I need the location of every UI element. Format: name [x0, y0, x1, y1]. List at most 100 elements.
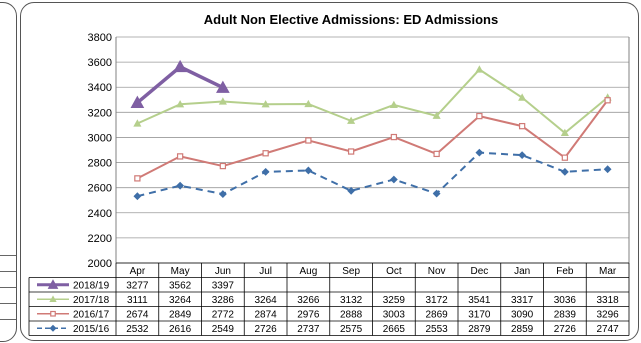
- legend-marker-2017-18: [50, 296, 56, 301]
- point-2016-17-aug: [306, 138, 311, 143]
- y-tick-label-3800: 3800: [88, 32, 112, 44]
- data-label-2017-18-sep: 3132: [340, 295, 363, 306]
- point-2016-17-apr: [135, 176, 140, 181]
- x-tick-label-jan: Jan: [514, 266, 530, 277]
- y-tick-label-3000: 3000: [88, 132, 112, 144]
- x-tick-label-feb: Feb: [556, 266, 574, 277]
- data-label-2017-18-oct: 3259: [383, 295, 406, 306]
- x-tick-label-dec: Dec: [470, 266, 488, 277]
- point-2015-16-feb: [562, 169, 568, 175]
- point-2016-17-sep: [349, 149, 354, 154]
- chart-frame: Adult Non Elective Admissions: ED Admiss…: [20, 2, 639, 341]
- point-2016-17-jul: [263, 151, 268, 156]
- data-label-2016-17-mar: 3296: [597, 309, 620, 320]
- y-tick-label-2600: 2600: [88, 183, 112, 195]
- data-label-2015-16-dec: 2879: [468, 324, 491, 335]
- data-label-2017-18-jun: 3286: [212, 295, 235, 306]
- data-label-2017-18-nov: 3172: [426, 295, 449, 306]
- point-2015-16-mar: [604, 166, 610, 172]
- data-label-2015-16-oct: 2665: [383, 324, 406, 335]
- y-tick-label-2200: 2200: [88, 233, 112, 245]
- point-2016-17-mar: [605, 98, 610, 103]
- data-label-2016-17-feb: 2839: [554, 309, 577, 320]
- point-2015-16-aug: [305, 167, 311, 173]
- point-2016-17-nov: [434, 151, 439, 156]
- data-label-2015-16-nov: 2553: [426, 324, 449, 335]
- series-line-2015-16: [137, 153, 607, 197]
- point-2016-17-may: [178, 154, 183, 159]
- data-label-2017-18-dec: 3541: [468, 295, 491, 306]
- data-label-2015-16-jan: 2859: [511, 324, 534, 335]
- x-tick-label-apr: Apr: [130, 266, 146, 277]
- data-label-2017-18-may: 3264: [169, 295, 192, 306]
- x-tick-label-nov: Nov: [428, 266, 446, 277]
- y-tick-label-2800: 2800: [88, 158, 112, 170]
- x-tick-label-mar: Mar: [599, 266, 617, 277]
- data-label-2016-17-aug: 2976: [297, 309, 320, 320]
- legend-marker-2015-16: [50, 325, 56, 331]
- y-axis: 2000 2200 2400 2600 2800 3000 3200 3400 3600 3800: [88, 32, 112, 270]
- data-label-2017-18-aug: 3266: [297, 295, 320, 306]
- x-tick-label-aug: Aug: [299, 266, 317, 277]
- point-2016-17-dec: [477, 114, 482, 119]
- adjacent-panel-edge: [0, 2, 17, 342]
- point-2016-17-jan: [520, 124, 525, 129]
- point-2015-16-oct: [391, 176, 397, 182]
- point-2015-16-sep: [348, 188, 354, 194]
- point-2016-17-feb: [562, 155, 567, 160]
- series-2017-18: [134, 66, 611, 135]
- series-2015-16: [134, 149, 611, 199]
- data-label-2018-19-jun: 3397: [212, 280, 235, 291]
- data-label-2015-16-may: 2616: [169, 324, 192, 335]
- data-label-2017-18-mar: 3318: [597, 295, 620, 306]
- data-label-2015-16-aug: 2737: [297, 324, 320, 335]
- data-label-2016-17-dec: 3170: [468, 309, 491, 320]
- data-label-2015-16-mar: 2747: [597, 324, 620, 335]
- x-tick-label-oct: Oct: [386, 266, 402, 277]
- y-tick-label-3400: 3400: [88, 82, 112, 94]
- data-label-2016-17-nov: 2869: [426, 309, 449, 320]
- data-label-2015-16-jun: 2549: [212, 324, 235, 335]
- gridlines: [116, 37, 629, 263]
- data-label-2016-17-apr: 2674: [126, 309, 149, 320]
- y-tick-label-2400: 2400: [88, 208, 112, 220]
- y-tick-label-3600: 3600: [88, 57, 112, 69]
- data-label-2015-16-apr: 2532: [126, 324, 149, 335]
- data-label-2015-16-jul: 2726: [255, 324, 278, 335]
- legend-label-2015-16: 2015/16: [73, 324, 110, 335]
- point-2015-16-dec: [476, 149, 482, 155]
- point-2015-16-jan: [519, 152, 525, 158]
- x-tick-label-may: May: [171, 266, 190, 277]
- data-label-2016-17-jun: 2772: [212, 309, 235, 320]
- data-label-2016-17-jan: 3090: [511, 309, 534, 320]
- point-2016-17-oct: [391, 135, 396, 140]
- point-2017-18-dec: [476, 66, 482, 72]
- y-tick-label-2000: 2000: [88, 258, 112, 270]
- data-label-2017-18-apr: 3111: [127, 295, 148, 306]
- legend-marker-2016-17: [51, 312, 55, 316]
- point-2016-17-jun: [220, 164, 225, 169]
- data-label-2017-18-jan: 3317: [511, 295, 534, 306]
- data-label-2015-16-sep: 2575: [340, 324, 363, 335]
- chart-svg: Adult Non Elective Admissions: ED Admiss…: [21, 3, 638, 340]
- data-label-2016-17-may: 2849: [169, 309, 192, 320]
- data-label-2017-18-feb: 3036: [554, 295, 577, 306]
- data-label-2017-18-jul: 3264: [255, 295, 278, 306]
- data-label-2015-16-feb: 2726: [554, 324, 577, 335]
- legend-label-2016-17: 2016/17: [73, 309, 110, 320]
- data-label-2016-17-sep: 2888: [340, 309, 363, 320]
- legend-label-2017-18: 2017/18: [73, 295, 110, 306]
- data-label-2016-17-oct: 3003: [383, 309, 406, 320]
- plot-series: [131, 61, 610, 200]
- legend-label-2018-19: 2018/19: [73, 280, 110, 291]
- y-tick-label-3200: 3200: [88, 107, 112, 119]
- data-label-2018-19-may: 3562: [169, 280, 192, 291]
- chart-title: Adult Non Elective Admissions: ED Admiss…: [204, 12, 498, 27]
- x-tick-label-sep: Sep: [342, 266, 360, 277]
- x-tick-label-jun: Jun: [215, 266, 231, 277]
- series-line-2018-19: [137, 67, 223, 103]
- data-label-2016-17-jul: 2874: [255, 309, 278, 320]
- point-2015-16-apr: [134, 193, 140, 199]
- x-tick-label-jul: Jul: [259, 266, 272, 277]
- data-label-2018-19-apr: 3277: [126, 280, 149, 291]
